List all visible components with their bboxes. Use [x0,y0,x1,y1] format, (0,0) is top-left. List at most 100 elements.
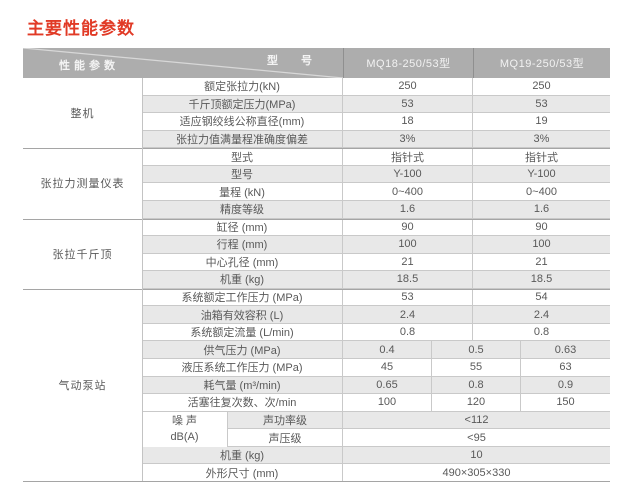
group-separator-line [23,148,610,150]
value-cell: 100 [343,236,473,253]
table-row: 供气压力 (MPa) 0.4 0.5 0.63 [142,341,610,360]
table-row: 系统额定流量 (L/min) 0.8 0.8 [142,323,610,342]
row-label: 千斤顶额定压力(MPa) [142,95,343,113]
row-label: 供气压力 (MPa) [142,341,343,359]
row-label: 液压系统工作压力 (MPa) [142,359,343,376]
value-cell: 55 [432,359,521,376]
row-label: 量程 (kN) [142,183,343,200]
value-cell: <112 [464,414,489,427]
row-label: 外形尺寸 (mm) [142,464,343,481]
row-label: 机重 (kg) [142,271,343,288]
value-cell: 0.8 [533,326,550,339]
value-cell: Y-100 [343,165,473,183]
value-cell: 150 [556,396,575,409]
row-label: 适应钢绞线公称直径(mm) [142,113,343,130]
row-label: 型号 [142,165,343,183]
table-row: 精度等级 1.6 1.6 [142,200,610,219]
value-cell: 120 [432,394,521,411]
value-cell: 0.4 [343,341,432,359]
value-cell: 0.63 [554,343,577,356]
table-bottom-border [23,480,610,482]
table-header-row: 型 号 性能参数 MQ18-250/53型 MQ19-250/53型 [23,48,610,78]
value-cell: 3% [533,132,550,145]
table-body: 额定张拉力(kN) 250 250 千斤顶额定压力(MPa) 53 53 适应钢绞线公称直径… [23,78,610,482]
row-label: 额定张拉力(kN) [142,78,343,95]
value-cell: 250 [343,78,473,95]
row-label: 耗气量 (m³/min) [142,376,343,394]
row-label: 缸径 (mm) [142,218,343,236]
value-cell: 0~400 [343,183,473,200]
value-cell: 2.4 [343,306,473,323]
table-row: 张拉力值满量程准确度偏差 3% 3% [142,130,610,149]
row-label: 型式 [142,148,343,165]
table-row: 系统额定工作压力 (MPa) 53 54 [142,288,610,307]
header-model-2: MQ19-250/53型 [474,48,610,78]
noise-label-line2: dB(A) [170,431,199,444]
table-row: 声压级 <95 [228,429,610,447]
value-cell: 54 [535,291,548,304]
value-cell: 100 [343,394,432,411]
spec-table: 型 号 性能参数 MQ18-250/53型 MQ19-250/53型 额定张拉力… [23,48,610,482]
row-label: 机重 (kg) [142,446,343,464]
row-label: 系统额定工作压力 (MPa) [142,288,343,306]
group-column-divider [142,78,143,482]
table-row: 型式 指针式 指针式 [142,148,610,166]
value-cell: 250 [532,80,551,93]
row-label: 声功率级 [228,411,343,429]
header-corner-model-label: 型 号 [266,55,317,67]
table-row: 液压系统工作压力 (MPa) 45 55 63 [142,359,610,377]
table-row: 油箱有效容积 (L) 2.4 2.4 [142,306,610,324]
value-cell: 53 [535,97,548,110]
row-label: 活塞往复次数、次/min [142,394,343,411]
value-cell: 90 [535,220,548,233]
header-separator [343,48,344,78]
row-label: 精度等级 [142,200,343,218]
group-label: 气动泵站 [23,288,142,482]
value-cell: 3% [343,130,473,148]
value-cell: 63 [559,361,572,374]
table-row: 声功率级 <112 [228,411,610,430]
group-separator-line [23,218,610,220]
row-label: 系统额定流量 (L/min) [142,323,343,341]
value-cell: 0.8 [432,376,521,394]
noise-label-line1: 噪 声 [171,414,198,427]
row-label: 行程 (mm) [142,236,343,253]
value-cell: 0.9 [557,378,574,391]
row-label: 中心孔径 (mm) [142,253,343,271]
header-model-1: MQ18-250/53型 [344,48,473,78]
group-label: 张拉千斤顶 [23,218,142,289]
table-row: 额定张拉力(kN) 250 250 [142,78,610,96]
value-cell: 0.65 [343,376,432,394]
table-row: 量程 (kN) 0~400 0~400 [142,183,610,201]
value-cell: 21 [343,253,473,271]
table-row: 适应钢绞线公称直径(mm) 18 19 [142,113,610,131]
table-row: 机重 (kg) 18.5 18.5 [142,271,610,289]
value-cell: 1.6 [533,203,550,216]
table-row: 耗气量 (m³/min) 0.65 0.8 0.9 [142,376,610,395]
value-cell: 90 [343,218,473,236]
group-label: 整机 [23,78,142,149]
value-cell: 2.4 [533,308,550,321]
value-cell: 18.5 [343,271,473,288]
header-corner-param-label: 性能参数 [59,60,119,72]
table-row: 中心孔径 (mm) 21 21 [142,253,610,272]
page-title: 主要性能参数 [27,19,135,38]
row-label: 张拉力值满量程准确度偏差 [142,130,343,148]
table-row: 外形尺寸 (mm) 490×305×330 [142,464,610,482]
value-cell: 0.8 [343,323,473,341]
value-cell: 1.6 [343,200,473,218]
value-cell: 53 [343,288,473,306]
value-cell: 指针式 [525,151,558,164]
table-row: 机重 (kg) 10 [142,446,610,465]
value-cell: 19 [535,115,548,128]
value-cell: Y-100 [527,168,556,181]
value-cell: 53 [343,95,473,113]
value-cell: 490×305×330 [442,466,511,479]
value-cell: 0.5 [432,341,521,359]
value-cell: 100 [532,238,551,251]
table-row: 千斤顶额定压力(MPa) 53 53 [142,95,610,114]
noise-merged-cell: 噪 声 dB(A) [142,411,228,447]
diagonal-header-cell: 型 号 性能参数 [23,48,343,78]
row-label: 声压级 [228,429,343,446]
value-cell: 18.5 [530,273,553,286]
